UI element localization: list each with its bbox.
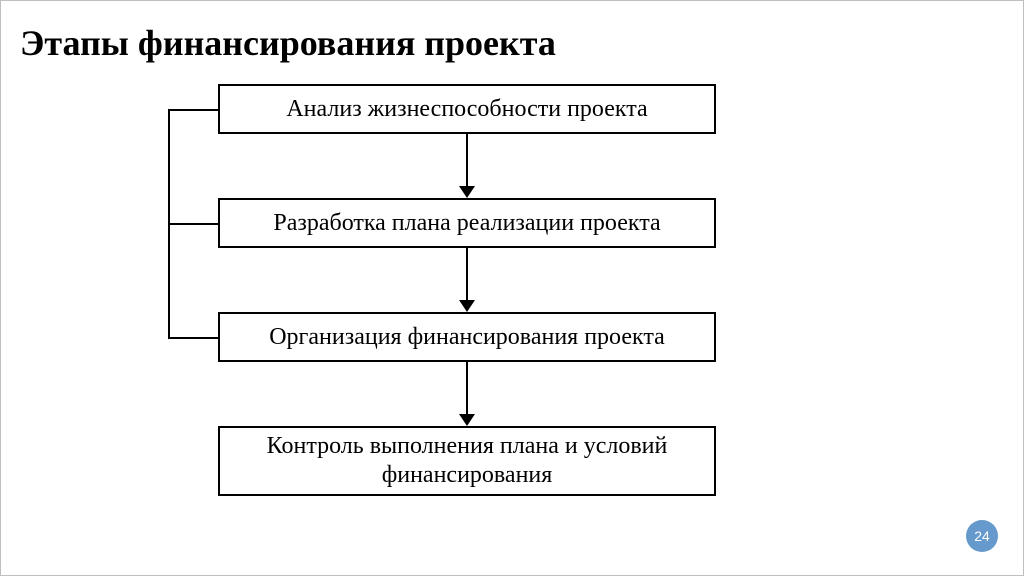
stage-label: Анализ жизнеспособности проекта	[286, 95, 647, 124]
stage-box-1: Анализ жизнеспособности проекта	[218, 84, 716, 134]
bracket-tick-icon	[168, 223, 218, 225]
arrow-head-icon	[459, 186, 475, 198]
stage-label: Контроль выполнения плана и условий фина…	[230, 432, 704, 490]
stage-box-2: Разработка плана реализации проекта	[218, 198, 716, 248]
stage-box-3: Организация финансирования проекта	[218, 312, 716, 362]
bracket-tick-icon	[168, 337, 218, 339]
arrow-head-icon	[459, 414, 475, 426]
page-title: Этапы финансирования проекта	[20, 22, 556, 64]
page-number: 24	[974, 528, 990, 544]
arrow-head-icon	[459, 300, 475, 312]
page-number-badge: 24	[966, 520, 998, 552]
stage-label: Разработка плана реализации проекта	[273, 209, 660, 238]
bracket-tick-icon	[168, 109, 218, 111]
arrow-down-icon	[466, 134, 468, 186]
arrow-down-icon	[466, 362, 468, 414]
stage-label: Организация финансирования проекта	[269, 323, 665, 352]
stage-box-4: Контроль выполнения плана и условий фина…	[218, 426, 716, 496]
arrow-down-icon	[466, 248, 468, 300]
